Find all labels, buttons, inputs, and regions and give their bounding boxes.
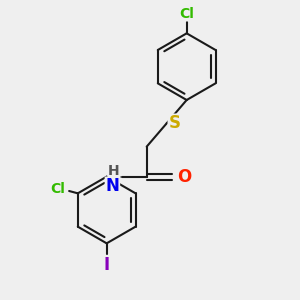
Text: O: O (177, 168, 191, 186)
Text: N: N (106, 177, 119, 195)
Text: H: H (108, 164, 120, 178)
Text: I: I (103, 256, 110, 274)
Text: Cl: Cl (50, 182, 65, 196)
Text: S: S (168, 114, 180, 132)
Text: Cl: Cl (179, 7, 194, 21)
